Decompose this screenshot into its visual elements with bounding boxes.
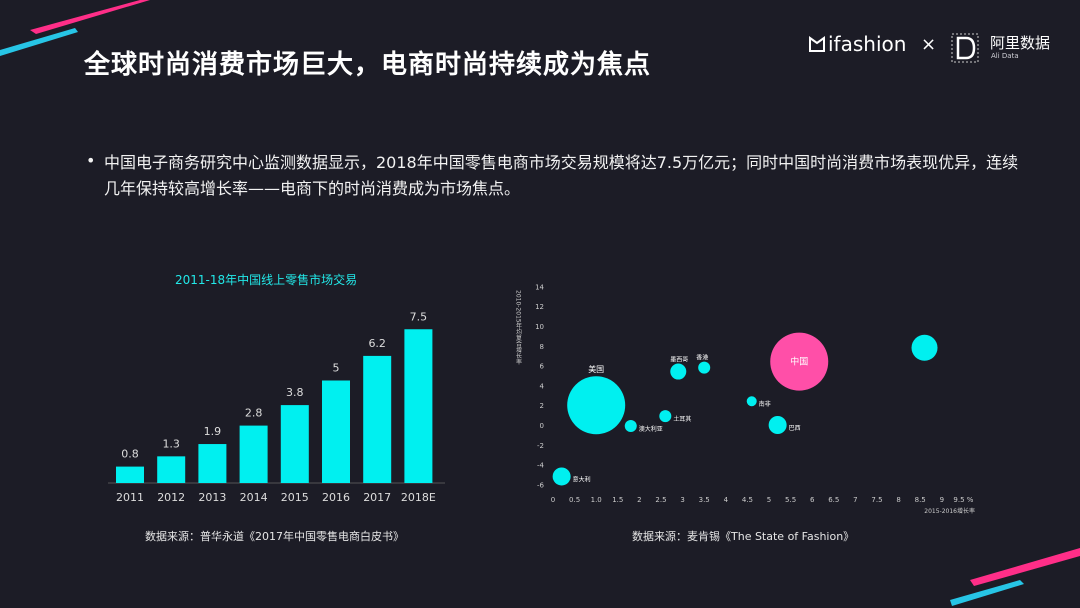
ali-data-logo-icon xyxy=(951,33,979,63)
point-香港 xyxy=(698,361,711,374)
bar-2018E xyxy=(404,329,433,483)
point-墨西哥 xyxy=(670,363,687,380)
x-tick-label: 0 xyxy=(551,496,555,504)
x-tick-label: 4 xyxy=(724,496,729,504)
y-tick-label: -4 xyxy=(537,462,545,470)
point-意大利 xyxy=(552,467,571,486)
bullet-marker: • xyxy=(86,151,96,170)
ali-data-logo-subtext: Ali Data xyxy=(991,52,1019,60)
bar-category-label: 2017 xyxy=(363,491,391,504)
bar-value-label: 1.9 xyxy=(204,425,222,438)
bar-value-label: 7.5 xyxy=(410,310,428,323)
x-tick-label: 1.0 xyxy=(591,496,602,504)
point-label: 巴西 xyxy=(789,425,801,432)
bar-2017 xyxy=(363,355,392,483)
point-label: 澳大利亚 xyxy=(639,425,663,433)
point-label: 中国 xyxy=(790,356,808,368)
bar-category-label: 2016 xyxy=(322,491,350,504)
point-巴西 xyxy=(768,416,787,434)
logo-separator: × xyxy=(921,34,937,55)
x-tick-label: 1.5 xyxy=(612,496,623,504)
y-tick-label: 0 xyxy=(540,422,544,430)
x-tick-label: 3 xyxy=(680,496,684,504)
bar-value-label: 5 xyxy=(333,362,340,375)
page-title: 全球时尚消费市场巨大，电商时尚持续成为焦点 xyxy=(84,50,652,80)
point-南非 xyxy=(746,396,757,407)
bar-category-label: 2011 xyxy=(116,491,144,504)
y-tick-label: 6 xyxy=(540,363,545,371)
bar-category-label: 2014 xyxy=(240,491,268,504)
bar-category-label: 2018E xyxy=(401,491,436,504)
point-label: 香港 xyxy=(696,354,708,362)
bar-value-label: 1.3 xyxy=(162,437,180,450)
y-tick-label: 8 xyxy=(540,343,544,351)
point-label: 意大利 xyxy=(573,475,591,483)
point-美国 xyxy=(567,376,626,435)
bullet-text: 中国电子商务研究中心监测数据显示，2018年中国零售电商市场交易规模将达7.5万… xyxy=(104,153,1019,198)
x-tick-label: 6 xyxy=(810,496,815,504)
bar-category-label: 2015 xyxy=(281,491,309,504)
x-tick-label: 3.5 xyxy=(699,496,710,504)
bar-category-label: 2013 xyxy=(198,491,226,504)
bar-chart: 0.8 2011 1.3 2012 1.9 2013 2.8 2014 3.8 2015 5 2016… xyxy=(108,310,445,504)
bar-2012 xyxy=(157,456,186,483)
ifashion-mark-icon xyxy=(809,36,825,52)
point-label: 墨西哥 xyxy=(670,357,688,364)
x-tick-label: 5.5 xyxy=(785,496,796,504)
bar-2014 xyxy=(239,425,268,483)
x-tick-label: 7 xyxy=(853,496,857,504)
y-axis-title: 2010-2015年均复合增长率 xyxy=(515,290,522,366)
x-tick-label: 9.5 % xyxy=(953,496,973,504)
point-中国 xyxy=(770,332,829,391)
x-tick-label: 0.5 xyxy=(569,496,580,504)
point-label: 南非 xyxy=(759,400,771,408)
y-tick-label: 4 xyxy=(540,382,545,390)
y-tick-label: 14 xyxy=(535,283,544,291)
x-tick-label: 7.5 xyxy=(871,496,882,504)
x-axis-title: 2015-2016增长率 xyxy=(924,507,975,515)
point-澳大利亚 xyxy=(624,419,637,432)
x-tick-label: 6.5 xyxy=(828,496,839,504)
scatter-chart-source: 数据来源：麦肯锡《The State of Fashion》 xyxy=(632,530,855,543)
bar-category-label: 2012 xyxy=(157,491,185,504)
bar-2013 xyxy=(198,444,227,483)
point-unlabeled xyxy=(911,334,938,361)
ifashion-logo: ifashion xyxy=(808,32,906,56)
point-土耳其 xyxy=(659,410,672,423)
y-tick-label: 10 xyxy=(535,323,544,331)
x-tick-label: 5 xyxy=(767,496,771,504)
bar-value-label: 6.2 xyxy=(368,337,386,350)
point-label: 美国 xyxy=(588,364,604,374)
bar-value-label: 3.8 xyxy=(286,386,304,399)
bar-2015 xyxy=(280,405,309,483)
ali-data-logo-text: 阿里数据 xyxy=(990,34,1051,52)
y-tick-label: -6 xyxy=(537,481,545,489)
ifashion-logo-text: ifashion xyxy=(828,32,907,56)
bar-chart-title: 2011-18年中国线上零售市场交易 xyxy=(175,273,358,287)
y-tick-label: 12 xyxy=(535,303,544,311)
x-tick-label: 9 xyxy=(940,496,944,504)
bar-2016 xyxy=(322,380,350,483)
bar-chart-source: 数据来源：普华永道《2017年中国零售电商白皮书》 xyxy=(145,530,404,543)
y-tick-label: 2 xyxy=(540,402,544,410)
x-tick-label: 8.5 xyxy=(915,496,926,504)
corner-decoration-bottom xyxy=(950,548,1080,606)
bar-value-label: 0.8 xyxy=(121,448,139,461)
point-label: 土耳其 xyxy=(673,415,691,423)
bar-2011 xyxy=(116,466,144,483)
x-tick-label: 4.5 xyxy=(742,496,753,504)
corner-decoration-top xyxy=(0,0,150,56)
x-tick-label: 8 xyxy=(896,496,900,504)
y-tick-label: -2 xyxy=(537,442,544,450)
x-tick-label: 2 xyxy=(637,496,641,504)
scatter-chart: 14 12 10 8 6 4 2 0 -2 -4 -6 0 0.5 1.0 1.5 2 2.5 3 3.5 4 4.5 5… xyxy=(515,283,976,515)
x-tick-label: 2.5 xyxy=(655,496,666,504)
bar-value-label: 2.8 xyxy=(245,407,263,420)
